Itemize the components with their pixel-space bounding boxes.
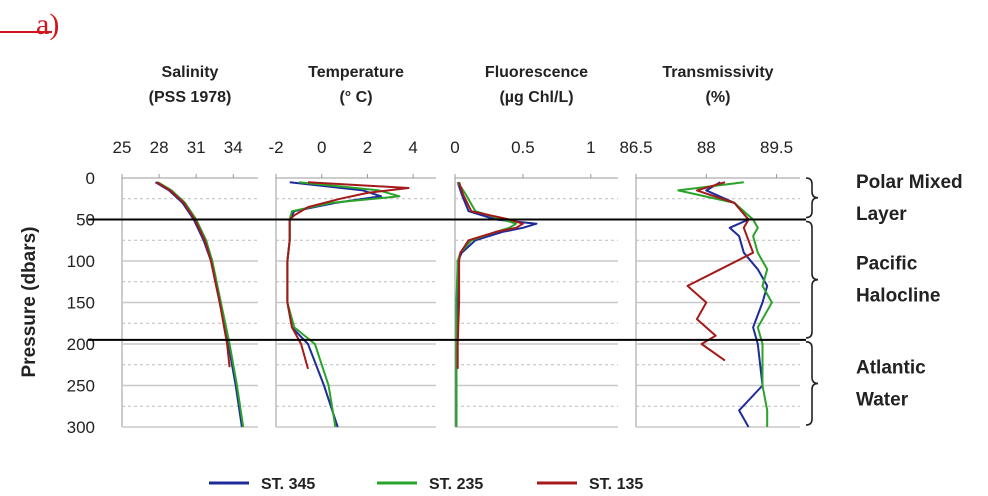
water-mass-brace — [805, 177, 819, 219]
panel-2: Fluorescence (µg Chl/L) 0 0.5 1 — [450, 64, 618, 428]
series-line-135 — [156, 181, 231, 368]
water-mass-brace — [805, 341, 819, 426]
water-mass-label: Pacific — [856, 254, 918, 275]
y-axis: Pressure (dbars) 0 50 100 150 200 250 300 — [19, 169, 95, 437]
panel-title: (%) — [706, 89, 731, 106]
legend: ST. 345 ST. 235 ST. 135 — [209, 476, 643, 493]
x-tick-label: 34 — [224, 138, 243, 157]
x-tick-label: 4 — [408, 138, 417, 157]
x-tick-label: 0 — [317, 138, 326, 157]
panel-title: (° C) — [339, 89, 372, 106]
water-mass-braces: Polar Mixed Layer Pacific Halocline Atlantic… — [805, 172, 963, 426]
y-axis-label: Pressure (dbars) — [19, 226, 40, 377]
panel-title: Transmissivity — [662, 64, 773, 81]
panel-title: (µg Chl/L) — [499, 89, 573, 106]
panel-0: Salinity (PSS 1978) 25 28 31 34 — [113, 64, 258, 428]
legend-label: ST. 345 — [261, 476, 315, 493]
y-tick-label: 300 — [67, 418, 95, 437]
panel-3: Transmissivity (%) 86.5 88 89.5 — [619, 64, 800, 428]
x-tick-label: 0.5 — [511, 138, 535, 157]
y-tick-label: 100 — [67, 252, 95, 271]
series-line-135 — [686, 181, 755, 362]
series-line-235 — [677, 181, 773, 427]
y-tick-label: 150 — [67, 294, 95, 313]
panel-title: (PSS 1978) — [149, 89, 232, 106]
y-tick-label: 200 — [67, 335, 95, 354]
x-tick-label: 31 — [187, 138, 206, 157]
x-tick-label: 28 — [150, 138, 169, 157]
y-tick-label: 50 — [76, 211, 95, 230]
panel-title: Salinity — [162, 64, 219, 81]
y-tick-label: 0 — [86, 169, 95, 188]
panel-1: Temperature (° C) -2 0 2 4 — [268, 64, 436, 428]
panel-title: Fluorescence — [485, 64, 588, 81]
chart-panels: Salinity (PSS 1978) 25 28 31 34 Temperature (° … — [113, 64, 800, 428]
x-tick-label: 88 — [697, 138, 716, 157]
series-line-135 — [456, 181, 524, 369]
water-mass-brace — [805, 220, 819, 339]
x-tick-label: 25 — [113, 138, 132, 157]
x-tick-label: -2 — [268, 138, 283, 157]
water-mass-label: Water — [856, 389, 909, 410]
legend-label: ST. 135 — [589, 476, 643, 493]
water-mass-label: Halocline — [856, 286, 940, 307]
water-mass-label: Layer — [856, 204, 907, 225]
y-tick-label: 250 — [67, 377, 95, 396]
water-mass-boundaries — [88, 218, 806, 341]
panel-title: Temperature — [308, 64, 404, 81]
water-mass-label: Polar Mixed — [856, 172, 963, 193]
legend-label: ST. 235 — [429, 476, 483, 493]
panel-label-strike — [0, 31, 52, 33]
x-tick-label: 89.5 — [760, 138, 793, 157]
x-tick-label: 2 — [363, 138, 372, 157]
water-mass-label: Atlantic — [856, 357, 926, 378]
x-tick-label: 1 — [586, 138, 595, 157]
x-tick-label: 0 — [450, 138, 459, 157]
x-tick-label: 86.5 — [619, 138, 652, 157]
